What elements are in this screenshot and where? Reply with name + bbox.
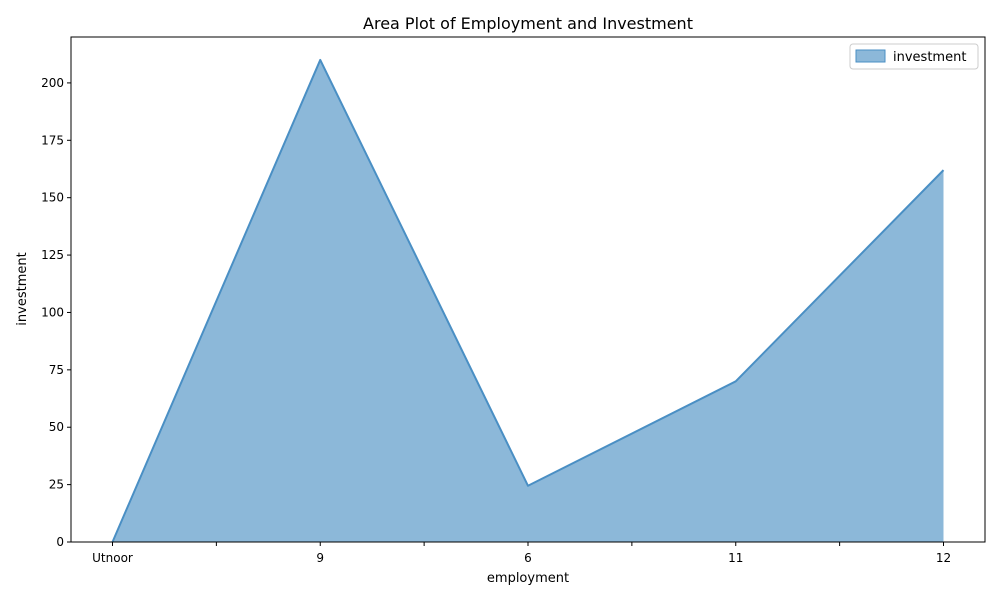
x-tick-label: 9 <box>316 551 324 565</box>
legend-label: investment <box>893 50 966 65</box>
y-tick-label: 25 <box>49 478 64 492</box>
series-line <box>111 58 945 543</box>
x-tick-label: 6 <box>524 551 532 565</box>
y-axis-ticks: 0 25 50 75 100 125 150 175 200 <box>41 76 71 549</box>
y-tick-label: 100 <box>41 305 64 319</box>
legend-swatch <box>855 49 886 63</box>
y-tick-label: 0 <box>56 535 64 549</box>
x-tick-label: 12 <box>936 551 951 565</box>
x-tick-label: Utnoor <box>92 551 133 565</box>
y-tick-label: 50 <box>49 420 64 434</box>
y-tick-label: 200 <box>41 76 64 90</box>
y-tick-label: 175 <box>41 133 64 147</box>
y-tick-label: 150 <box>41 191 64 205</box>
x-tick-label: 11 <box>728 551 743 565</box>
chart-title: Area Plot of Employment and Investment <box>363 14 693 33</box>
area-fill <box>112 59 944 543</box>
plot-area <box>111 58 945 543</box>
legend: investment <box>849 43 979 70</box>
y-tick-label: 125 <box>41 248 64 262</box>
x-axis-label: employment <box>487 571 569 586</box>
y-axis-label: investment <box>15 252 30 325</box>
axes-frame <box>70 36 986 543</box>
x-axis-ticks: Utnoor 9 6 11 12 <box>92 542 951 565</box>
y-tick-label: 75 <box>49 363 64 377</box>
